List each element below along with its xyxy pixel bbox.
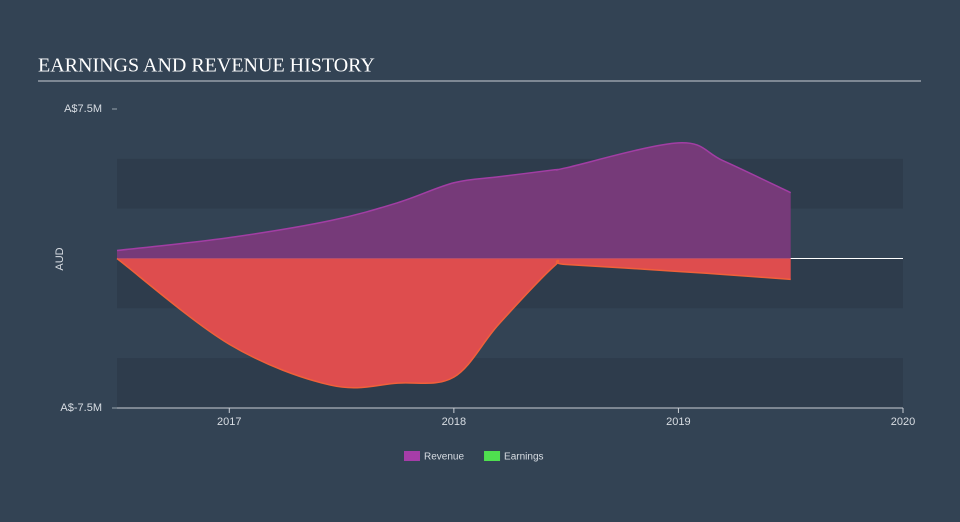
legend-swatch [484,451,501,461]
band [117,109,903,159]
legend-label: Revenue [424,452,464,463]
y-axis-label: AUD [54,247,66,270]
chart-title: EARNINGS AND REVENUE HISTORY [38,55,375,77]
band [117,358,903,408]
x-tick-label: 2017 [217,416,241,428]
x-tick-label: 2019 [666,416,690,428]
y-tick-label: A$7.5M [64,103,102,115]
area [117,258,791,388]
legend-swatch [404,451,420,461]
area-line [116,257,791,389]
y-tick-label: A$-7.5M [60,402,102,414]
x-tick-label: 2020 [891,416,915,428]
x-tick-label: 2018 [442,416,466,428]
area-line [116,142,792,252]
legend-label: Earnings [504,452,543,463]
